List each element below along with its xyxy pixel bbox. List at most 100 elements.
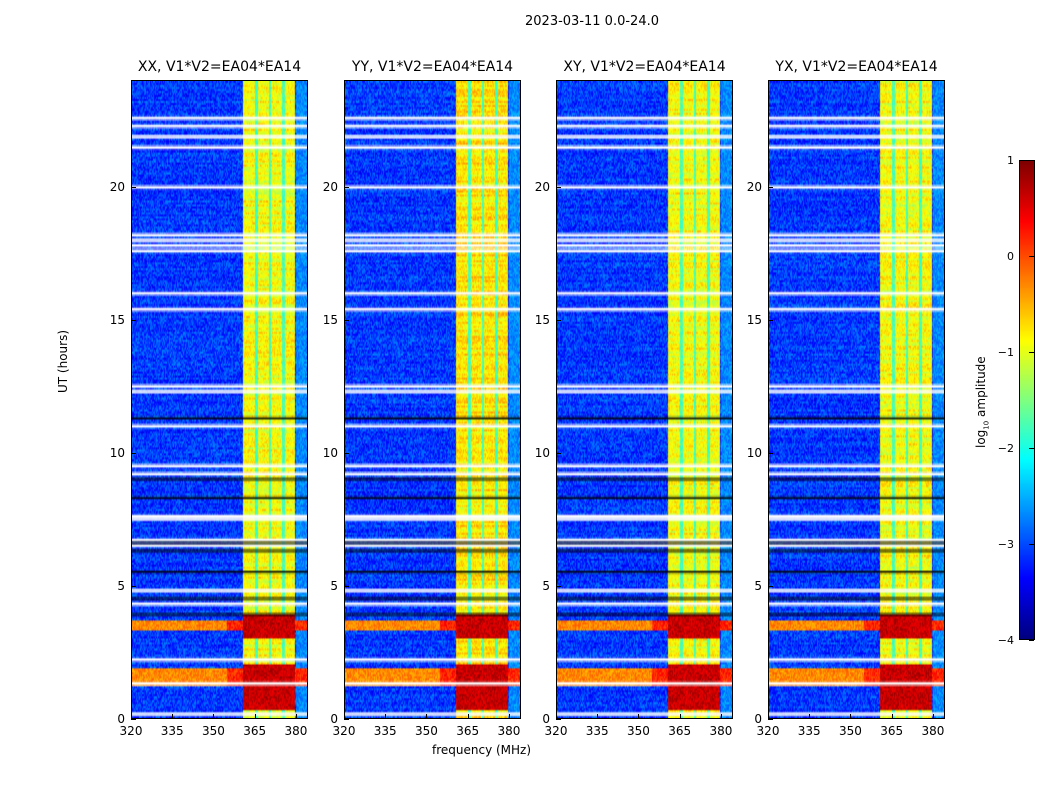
y-tick-label: 20 xyxy=(322,179,338,194)
y-tick-mark xyxy=(131,585,136,587)
panel-title: YY, V1*V2=EA04*EA14 xyxy=(351,59,514,75)
x-tick-mark xyxy=(344,714,345,719)
y-tick-label: 0 xyxy=(330,712,338,726)
heatmap-canvas xyxy=(769,81,944,718)
x-tick-mark xyxy=(679,714,681,719)
y-tick-mark xyxy=(768,319,773,321)
y-tick-mark xyxy=(556,452,561,454)
y-tick-mark xyxy=(556,719,561,720)
x-axis-label: frequency (MHz) xyxy=(432,743,532,757)
x-tick-label: 350 xyxy=(202,724,225,738)
x-tick-mark xyxy=(850,714,852,719)
y-tick-mark xyxy=(768,186,773,188)
y-tick-label: 15 xyxy=(746,312,762,327)
heatmap-canvas xyxy=(132,81,307,718)
waterfall-panel xyxy=(344,80,521,719)
y-tick-mark xyxy=(131,452,136,454)
y-tick-mark xyxy=(131,319,136,321)
x-tick-mark xyxy=(720,714,722,719)
y-tick-mark xyxy=(131,719,136,720)
x-tick-label: 380 xyxy=(921,724,945,738)
y-tick-label: 10 xyxy=(534,445,550,460)
x-tick-label: 320 xyxy=(332,724,356,738)
y-tick-mark xyxy=(556,186,561,188)
y-tick-label: 20 xyxy=(746,179,762,194)
y-tick-label: 5 xyxy=(330,578,338,593)
colorbar-tick-label: −4 xyxy=(997,634,1014,647)
y-tick-label: 5 xyxy=(754,578,762,593)
colorbar-tick-label: 1 xyxy=(1007,154,1014,167)
y-tick-label: 5 xyxy=(542,578,550,593)
x-tick-label: 335 xyxy=(373,724,397,738)
x-tick-mark xyxy=(508,714,510,719)
colorbar-tick-label: −2 xyxy=(997,442,1014,455)
x-tick-label: 320 xyxy=(544,724,568,738)
y-tick-mark xyxy=(768,585,773,587)
x-tick-label: 350 xyxy=(839,724,862,738)
waterfall-panel xyxy=(768,80,945,719)
y-tick-mark xyxy=(344,186,349,188)
waterfall-panel xyxy=(556,80,733,719)
x-tick-label: 320 xyxy=(756,724,780,738)
x-tick-label: 365 xyxy=(456,724,480,738)
y-tick-label: 0 xyxy=(542,712,550,726)
colorbar-tick-mark xyxy=(1029,544,1034,545)
panel-title: XY, V1*V2=EA04*EA14 xyxy=(563,59,726,75)
x-tick-label: 365 xyxy=(668,724,692,738)
x-tick-label: 380 xyxy=(497,724,521,738)
y-tick-mark xyxy=(344,585,349,587)
x-tick-label: 380 xyxy=(284,724,308,738)
x-tick-mark xyxy=(254,714,256,719)
x-tick-mark xyxy=(385,714,387,719)
y-tick-label: 15 xyxy=(109,312,125,327)
x-tick-label: 350 xyxy=(415,724,438,738)
y-axis-label: UT (hours) xyxy=(56,329,70,393)
y-tick-label: 10 xyxy=(746,445,762,460)
y-tick-label: 15 xyxy=(534,312,550,327)
colorbar-tick-label: −3 xyxy=(997,538,1014,551)
panel-title: XX, V1*V2=EA04*EA14 xyxy=(137,59,302,75)
colorbar-tick-label: 0 xyxy=(1007,250,1014,263)
y-tick-mark xyxy=(131,186,136,188)
colorbar-tick-mark xyxy=(1029,448,1034,449)
colorbar-label: log10 amplitude xyxy=(974,356,991,448)
colorbar-tick-mark xyxy=(1029,160,1034,161)
x-tick-label: 335 xyxy=(585,724,609,738)
waterfall-panel xyxy=(131,80,308,719)
x-tick-mark xyxy=(467,714,469,719)
x-tick-mark xyxy=(768,714,769,719)
y-tick-mark xyxy=(556,585,561,587)
y-tick-mark xyxy=(768,719,773,720)
x-tick-mark xyxy=(295,714,297,719)
x-tick-mark xyxy=(932,714,934,719)
x-tick-mark xyxy=(809,714,811,719)
y-tick-mark xyxy=(344,719,349,720)
x-tick-label: 365 xyxy=(243,724,267,738)
y-tick-label: 10 xyxy=(109,445,125,460)
x-tick-label: 380 xyxy=(709,724,733,738)
y-tick-label: 20 xyxy=(534,179,550,194)
y-tick-label: 15 xyxy=(322,312,338,327)
heatmap-canvas xyxy=(557,81,732,718)
colorbar-tick-mark xyxy=(1029,256,1034,257)
y-tick-label: 20 xyxy=(109,179,125,194)
y-tick-mark xyxy=(556,319,561,321)
x-tick-mark xyxy=(597,714,599,719)
colorbar-tick-mark xyxy=(1029,352,1034,353)
panel-title: YX, V1*V2=EA04*EA14 xyxy=(775,59,938,75)
x-tick-mark xyxy=(426,714,428,719)
x-tick-label: 365 xyxy=(880,724,904,738)
y-tick-mark xyxy=(344,319,349,321)
x-tick-mark xyxy=(891,714,893,719)
x-tick-label: 350 xyxy=(627,724,650,738)
y-tick-mark xyxy=(344,452,349,454)
y-tick-mark xyxy=(768,452,773,454)
heatmap-canvas xyxy=(345,81,520,718)
x-tick-label: 320 xyxy=(119,724,143,738)
y-tick-label: 5 xyxy=(117,578,125,593)
x-tick-mark xyxy=(172,714,174,719)
colorbar-tick-mark xyxy=(1029,640,1034,641)
suptitle: 2023-03-11 0.0-24.0 xyxy=(525,14,659,29)
y-tick-label: 10 xyxy=(322,445,338,460)
